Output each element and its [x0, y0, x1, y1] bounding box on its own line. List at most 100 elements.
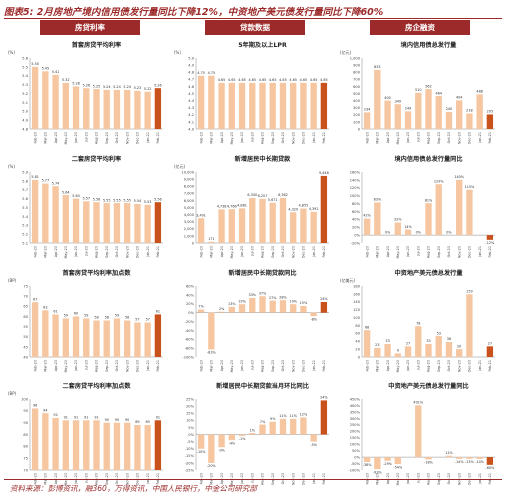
bar [93, 420, 100, 470]
x-tick-label: Oct-20 [281, 360, 285, 371]
chart-title: 首套房贷平均利率加点数 [62, 269, 131, 277]
y-tick-label: 40 [23, 355, 28, 359]
bar [197, 75, 205, 129]
x-tick-label: Oct-20 [447, 473, 451, 484]
bar [238, 434, 246, 436]
y-tick-label: 5,000 [184, 206, 195, 210]
x-tick-label: Sep-20 [105, 132, 109, 144]
x-tick-label: Dec-20 [302, 360, 306, 372]
bar [154, 202, 162, 243]
x-tick-label: Sep-20 [271, 246, 275, 258]
y-tick-label: 55 [23, 325, 28, 329]
data-label: 5.24 [113, 85, 121, 89]
y-tick-label: 4.4 [188, 99, 194, 103]
data-label: 5.77 [42, 179, 50, 183]
x-tick-label: Jan-21 [478, 473, 482, 485]
x-tick-label: Jul-20 [84, 246, 88, 257]
bar [259, 296, 266, 313]
x-tick-label: Feb-21 [488, 473, 492, 485]
data-label: 57 [135, 318, 139, 322]
bar [456, 457, 463, 459]
y-tick-label: -40% [185, 329, 195, 333]
bar [466, 294, 473, 357]
bar [466, 113, 473, 129]
y-tick-label: -10% [185, 447, 195, 451]
x-tick-label: May-20 [64, 132, 68, 145]
x-tick-label: Oct-20 [281, 246, 285, 257]
bar [103, 422, 110, 470]
chart-svg: 5年期及以上LPR(%)4.04.14.24.34.44.54.64.74.84… [174, 41, 329, 145]
y-tick-label: 60 [23, 315, 28, 319]
chart-svg: 新增居民中长期贷款同比 -100% -80% -60% -40% -20% 0% 20% 40%… [182, 269, 329, 373]
data-label: 11% [279, 414, 287, 418]
y-tick-label: 0% [354, 234, 360, 238]
data-label: 6,362 [278, 193, 288, 197]
bar [52, 186, 59, 243]
bar [445, 455, 453, 458]
bar [197, 309, 205, 313]
y-tick-label: 60% [352, 210, 361, 214]
data-label: 27 [406, 342, 410, 346]
x-tick-label: Jan-21 [312, 360, 316, 372]
bar [249, 197, 256, 243]
data-label: 68 [365, 325, 369, 329]
bar [374, 457, 381, 470]
data-label: 562 [425, 84, 431, 88]
bar [154, 420, 162, 470]
y-tick-label: 5.2 [22, 233, 28, 237]
chart-title: 新增居民中长期贷款同比 [228, 269, 296, 277]
x-tick-label: Jun-20 [240, 246, 244, 258]
data-label: 1% [250, 428, 256, 432]
x-tick-label: Jul-20 [250, 360, 254, 371]
bar [208, 434, 215, 463]
bar [404, 229, 412, 236]
bar [310, 211, 317, 243]
y-tick-label: 45 [23, 345, 28, 349]
data-label: 0% [446, 230, 452, 234]
x-tick-label: Nov-20 [457, 360, 461, 372]
bar [290, 82, 297, 129]
x-tick-label: Jul-20 [416, 246, 420, 257]
y-tick-label: 4.0 [188, 127, 194, 131]
x-tick-label: Feb-21 [322, 246, 326, 258]
x-tick-label: Jun-20 [406, 132, 410, 144]
bar [134, 203, 141, 243]
data-label: -29% [383, 462, 393, 466]
bar [279, 197, 287, 243]
bar [435, 184, 442, 236]
data-label: 4,855 [299, 204, 309, 208]
bar [113, 203, 121, 243]
chart-svg: 中资地产美元债总发行量同比 -100% -50% 0% 50% 100% 150% 200% 2… [348, 382, 495, 486]
data-label: 5.55 [123, 198, 131, 202]
data-label: 24% [320, 396, 328, 400]
bar [208, 75, 215, 129]
bar [425, 89, 432, 129]
bar [218, 209, 225, 243]
bar [218, 311, 225, 313]
data-label: 4.65 [228, 78, 236, 82]
bar [476, 457, 483, 459]
data-label: 5.56 [93, 197, 101, 201]
x-tick-label: Oct-20 [447, 246, 451, 257]
x-tick-label: Apr-20 [386, 360, 390, 371]
y-tick-label: 160 [353, 292, 361, 296]
y-tick-label: 4.8 [22, 127, 28, 131]
data-label: 4.65 [279, 78, 287, 82]
y-tick-label: -20% [185, 320, 195, 324]
x-tick-label: Sep-20 [105, 473, 109, 485]
bar [52, 74, 59, 129]
chart-panel-12: 中资地产美元债总发行量同比 -100% -50% 0% 50% 100% 150% 200% 2… [336, 377, 499, 492]
data-label: 115% [465, 185, 475, 189]
y-tick-label: 4.9 [188, 64, 194, 68]
bar [290, 212, 297, 243]
data-label: 3,491 [196, 213, 206, 217]
x-tick-label: Feb-21 [488, 132, 492, 144]
data-label: 5.32 [62, 78, 70, 82]
data-label: 23 [375, 343, 379, 347]
x-tick-label: Apr-20 [386, 246, 390, 257]
x-tick-label: Jul-20 [416, 473, 420, 484]
chart-svg: 二套房贷平均利率加点数 (BP) 70 75 80 85 90 95 100 96 Feb-20 94… [8, 382, 163, 486]
bar [320, 82, 328, 129]
chart-title: 5年期及以上LPR [238, 41, 287, 49]
data-label: 59 [115, 314, 119, 318]
